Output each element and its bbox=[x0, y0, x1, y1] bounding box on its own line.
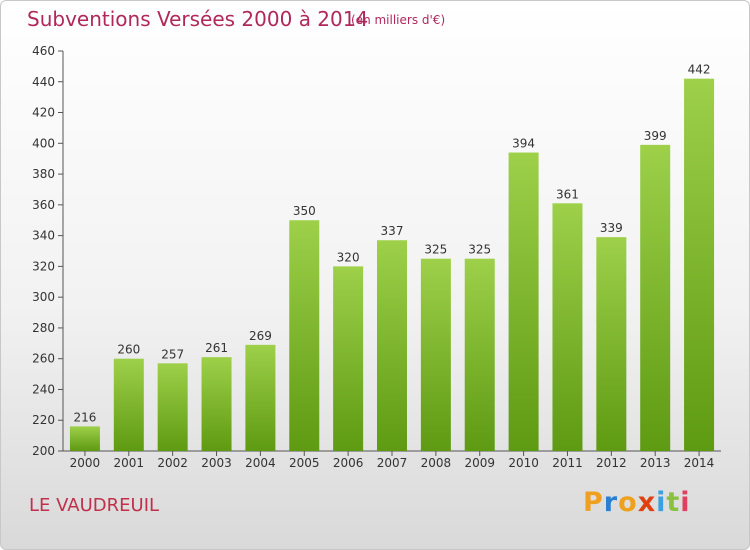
x-tick-label: 2002 bbox=[157, 456, 188, 470]
data-label: 350 bbox=[293, 204, 316, 218]
bar bbox=[377, 240, 407, 451]
bar bbox=[201, 357, 232, 451]
y-tick-label: 440 bbox=[32, 75, 55, 89]
bar bbox=[596, 237, 627, 451]
y-tick-label: 200 bbox=[32, 444, 55, 458]
y-tick-label: 380 bbox=[32, 167, 55, 181]
proxiti-logo: Proxiti bbox=[583, 487, 691, 518]
x-tick-label: 2001 bbox=[114, 456, 145, 470]
bar bbox=[113, 358, 144, 451]
x-tick-label: 2012 bbox=[596, 456, 627, 470]
data-label: 442 bbox=[688, 63, 711, 77]
logo-letter: o bbox=[618, 487, 638, 518]
logo-letter: i bbox=[680, 487, 691, 518]
logo-letter: r bbox=[603, 487, 619, 518]
logo-letter: t bbox=[666, 487, 681, 518]
y-tick-label: 360 bbox=[32, 198, 55, 212]
x-tick-label: 2009 bbox=[464, 456, 495, 470]
chart-title: Subventions Versées 2000 à 2014 bbox=[27, 7, 369, 31]
logo-letter: x bbox=[637, 487, 657, 518]
bar bbox=[157, 363, 188, 451]
bar bbox=[69, 426, 100, 451]
y-tick-label: 340 bbox=[32, 229, 55, 243]
y-tick-label: 260 bbox=[32, 352, 55, 366]
data-label: 339 bbox=[600, 221, 623, 235]
x-tick-label: 2013 bbox=[640, 456, 671, 470]
data-label: 325 bbox=[468, 243, 491, 257]
y-tick-label: 280 bbox=[32, 321, 55, 335]
commune-name: LE VAUDREUIL bbox=[29, 495, 160, 516]
data-label: 361 bbox=[556, 187, 579, 201]
bar bbox=[508, 152, 539, 452]
x-tick-label: 2003 bbox=[201, 456, 232, 470]
data-label: 261 bbox=[205, 341, 228, 355]
data-label: 257 bbox=[161, 347, 184, 361]
logo-letter: P bbox=[583, 487, 604, 518]
x-tick-label: 2006 bbox=[333, 456, 364, 470]
bar bbox=[420, 258, 451, 451]
x-tick-label: 2007 bbox=[377, 456, 408, 470]
bar bbox=[640, 144, 671, 451]
data-label: 260 bbox=[117, 343, 140, 357]
y-tick-label: 420 bbox=[32, 106, 55, 120]
x-tick-label: 2011 bbox=[552, 456, 583, 470]
x-tick-label: 2004 bbox=[245, 456, 276, 470]
y-tick-label: 220 bbox=[32, 413, 55, 427]
y-tick-label: 400 bbox=[32, 136, 55, 150]
bar bbox=[464, 258, 495, 451]
bar bbox=[552, 203, 583, 451]
bar bbox=[289, 220, 320, 451]
chart-subtitle: (en milliers d'€) bbox=[351, 13, 446, 27]
data-label: 337 bbox=[381, 224, 404, 238]
x-tick-label: 2014 bbox=[684, 456, 715, 470]
data-label: 325 bbox=[424, 243, 447, 257]
bar bbox=[684, 78, 715, 451]
y-tick-label: 300 bbox=[32, 290, 55, 304]
data-label: 216 bbox=[73, 410, 96, 424]
x-tick-label: 2010 bbox=[508, 456, 539, 470]
y-tick-label: 320 bbox=[32, 259, 55, 273]
bar bbox=[333, 266, 364, 451]
x-tick-label: 2000 bbox=[70, 456, 101, 470]
y-tick-label: 460 bbox=[32, 44, 55, 58]
x-tick-label: 2005 bbox=[289, 456, 320, 470]
logo-letter: i bbox=[656, 487, 667, 518]
data-label: 269 bbox=[249, 329, 272, 343]
bar bbox=[245, 344, 276, 451]
data-label: 320 bbox=[337, 250, 360, 264]
x-tick-label: 2008 bbox=[421, 456, 452, 470]
data-label: 394 bbox=[512, 137, 535, 151]
y-tick-label: 240 bbox=[32, 382, 55, 396]
data-label: 399 bbox=[644, 129, 667, 143]
